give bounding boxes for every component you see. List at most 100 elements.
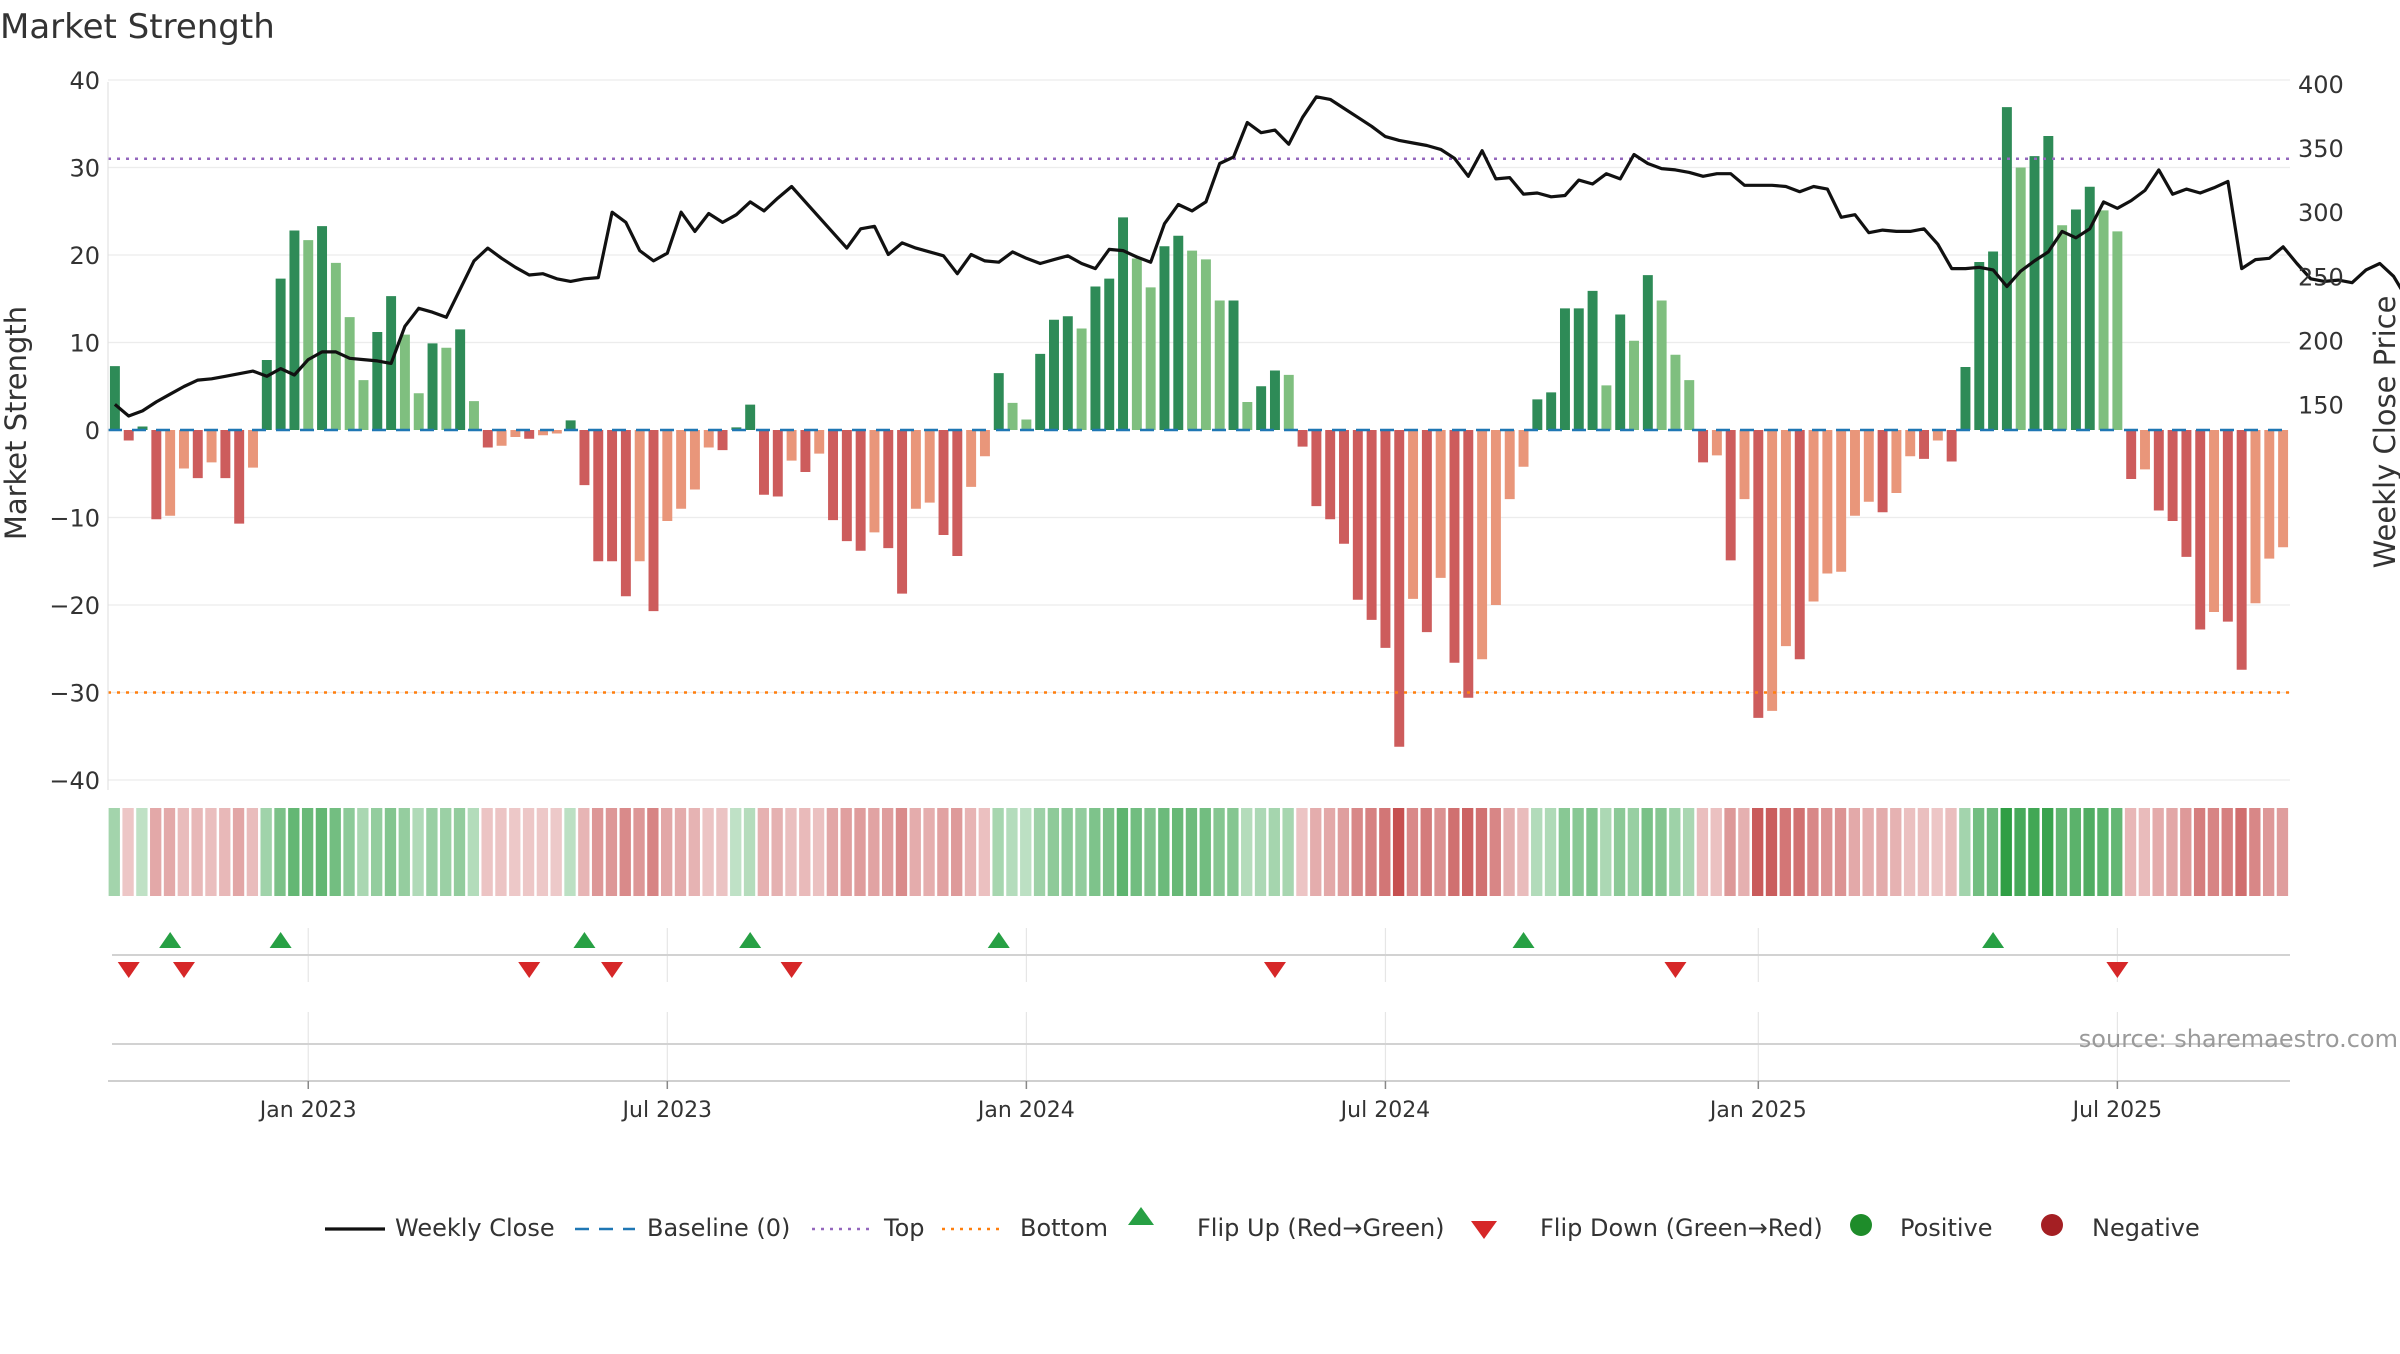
strength-bar — [1850, 430, 1860, 516]
heat-band-cell — [1862, 808, 1874, 896]
strength-bar — [1380, 430, 1391, 648]
strength-bar — [2209, 430, 2220, 612]
strength-bar — [2222, 430, 2233, 622]
heat-band-cell — [868, 808, 880, 896]
strength-bar — [234, 430, 245, 524]
legend-label: Positive — [1900, 1214, 1993, 1242]
strength-bar — [2167, 430, 2178, 521]
heat-band-cell — [1434, 808, 1446, 896]
heat-band-cell — [2069, 808, 2081, 896]
strength-bar — [496, 430, 507, 446]
strength-bar — [303, 240, 314, 430]
strength-bar — [1739, 430, 1750, 500]
strength-bar — [1145, 287, 1156, 430]
y2-axis-label: Weekly Close Price — [2368, 296, 2400, 569]
strength-bar — [1421, 430, 1432, 633]
axis-layer: 40 30 20 10 0 −10 −20 −30 −40 400 350 300 250 200 150 — [49, 67, 2343, 795]
strength-bar — [1435, 430, 1446, 578]
strength-bar — [1131, 258, 1142, 430]
heat-band-cell — [343, 808, 355, 896]
heat-band-cell — [2152, 808, 2164, 896]
heat-band-cell — [2221, 808, 2233, 896]
heat-band-cell — [771, 808, 783, 896]
heat-band-cell — [1765, 808, 1778, 896]
strength-bar — [399, 334, 410, 430]
heat-band-cell — [426, 808, 438, 896]
chart-title: Market Strength — [0, 7, 275, 47]
strength-bar — [979, 430, 990, 457]
strength-bar — [620, 430, 631, 597]
heat-band-cell — [1917, 808, 1930, 896]
heat-band-cell — [1627, 808, 1640, 896]
strength-bar — [1325, 430, 1336, 520]
legend-label: Bottom — [1020, 1214, 1108, 1242]
x-tick-label: Jul 2023 — [621, 1098, 713, 1123]
source-note: source: sharemaestro.com — [2079, 1025, 2398, 1053]
heat-band-cell — [1821, 808, 1833, 896]
heat-band-cell — [1199, 808, 1211, 896]
heat-band-cell — [1296, 808, 1308, 896]
heat-band-cell — [1102, 808, 1115, 896]
heat-band-cell — [1931, 808, 1943, 896]
heat-band-cell — [1682, 808, 1695, 896]
heat-band-cell — [1185, 808, 1198, 896]
strength-bar — [1159, 246, 1170, 430]
strength-bar — [1711, 430, 1722, 456]
heat-band-cell — [509, 808, 521, 896]
strength-bar — [1601, 385, 1612, 430]
heat-band-cell — [2249, 808, 2261, 896]
heat-band-cell — [1517, 808, 1529, 896]
heat-band-cell — [1420, 808, 1432, 896]
heat-band-cell — [702, 808, 714, 896]
strength-bar — [1573, 308, 1584, 430]
strength-bar — [261, 360, 272, 430]
flip-down-marker — [2106, 962, 2129, 978]
heat-band-cell — [1710, 808, 1722, 896]
heat-band-cell — [191, 808, 203, 896]
heat-band-cell — [232, 808, 245, 896]
strength-bar — [1076, 328, 1087, 430]
strength-bar — [1642, 275, 1653, 430]
strength-bar — [2015, 167, 2026, 430]
strength-bar — [1559, 308, 1570, 430]
strength-bar — [441, 347, 452, 430]
strength-bar — [372, 332, 383, 430]
heat-band-cell — [1310, 808, 1322, 896]
strength-bar — [1283, 374, 1294, 430]
strength-bar — [2029, 156, 2040, 430]
strength-bar — [1698, 430, 1709, 463]
strength-bar — [1546, 392, 1557, 430]
heat-band-cell — [1600, 808, 1612, 896]
heat-band-cell — [1890, 808, 1902, 896]
heat-band-cell — [785, 808, 797, 896]
strength-bar — [689, 430, 700, 490]
heat-band-cell — [2262, 808, 2275, 896]
heat-band-cell — [1171, 808, 1184, 896]
heat-band-cell — [136, 808, 148, 896]
heat-band-cell — [1959, 808, 1971, 896]
strength-bar — [2112, 231, 2123, 430]
heat-band-cell — [2166, 808, 2178, 896]
heat-band-cell — [1489, 808, 1501, 896]
strength-bar — [482, 430, 493, 448]
strength-bar — [1228, 300, 1239, 430]
legend-swatch-flip-up — [1128, 1207, 1154, 1225]
strength-bar — [634, 430, 645, 562]
heat-band-cell — [895, 808, 908, 896]
flip-down-marker — [601, 962, 624, 978]
heat-band-cell — [1047, 808, 1060, 896]
heat-band-cell — [301, 808, 314, 896]
heat-band-cell — [923, 808, 935, 896]
strength-bar — [538, 430, 548, 436]
strength-heat-band — [108, 808, 2289, 896]
strength-bar — [1463, 430, 1474, 698]
flip-down-marker — [172, 962, 195, 978]
heat-band-cell — [605, 808, 618, 896]
heat-band-cell — [716, 808, 728, 896]
y-tick-label: −30 — [49, 680, 100, 708]
heat-band-cell — [1986, 808, 1999, 896]
strength-bar — [1836, 430, 1847, 572]
flip-down-marker — [780, 962, 803, 978]
strength-bar — [897, 430, 908, 594]
